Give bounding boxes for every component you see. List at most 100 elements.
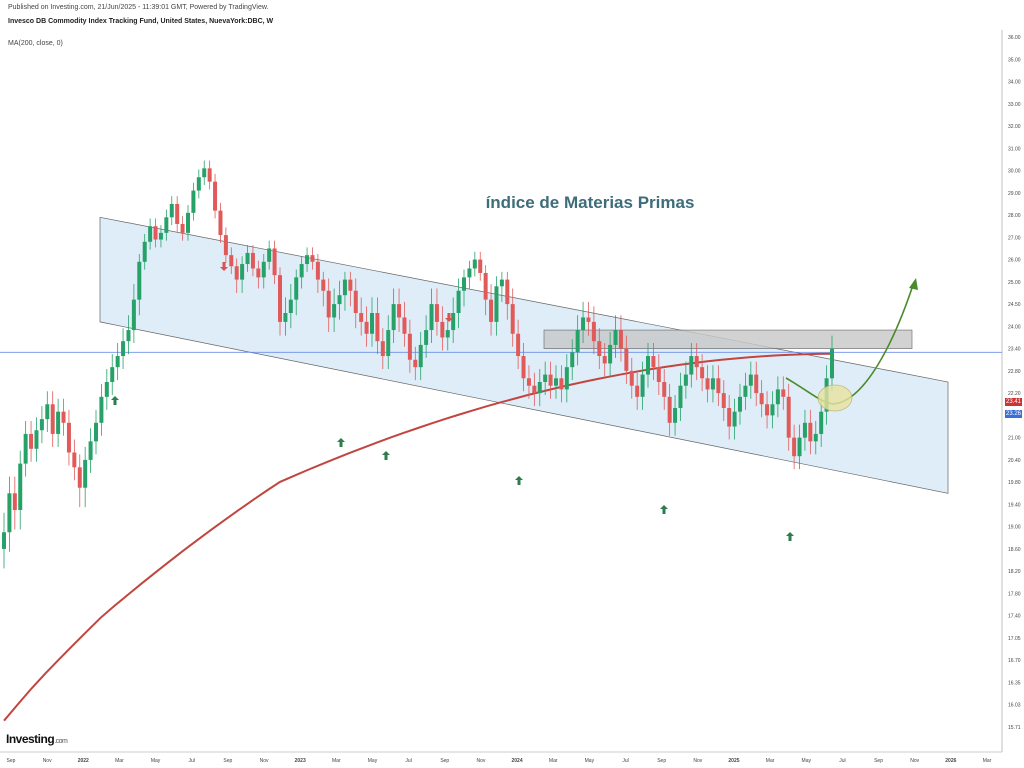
- x-tick-label: Sep: [657, 758, 666, 764]
- candle-body: [651, 356, 656, 368]
- descending-channel: [99, 216, 949, 494]
- candle-body: [223, 235, 228, 256]
- candle-body: [23, 433, 28, 464]
- candle-body: [386, 330, 391, 357]
- projection-arrowhead: [909, 278, 918, 290]
- candle-body: [397, 304, 402, 318]
- candle-body: [591, 321, 596, 342]
- candle-body: [202, 168, 207, 178]
- candle-body: [326, 290, 331, 318]
- y-tick-label: 16.35: [1008, 680, 1021, 686]
- candle-body: [94, 422, 98, 442]
- y-tick-label: 15.71: [1008, 725, 1021, 731]
- indicator-legend[interactable]: MA(200, close, 0): [8, 40, 63, 47]
- candle-body: [321, 279, 326, 291]
- candle-body: [597, 341, 602, 357]
- candle-body: [570, 352, 575, 368]
- y-tick-label: 32.00: [1008, 124, 1021, 130]
- candle-body: [472, 259, 477, 269]
- candle-body: [402, 317, 407, 334]
- candle-body: [126, 330, 131, 342]
- y-tick-label: 22.80: [1008, 369, 1021, 375]
- candle-body: [700, 367, 705, 379]
- candle-body: [710, 378, 715, 390]
- breakout-highlight: [817, 384, 853, 412]
- candle-body: [792, 437, 797, 457]
- candle-body: [575, 330, 580, 353]
- candle-body: [175, 203, 180, 224]
- candle-body: [781, 389, 786, 397]
- up-arrow-marker: [337, 438, 345, 447]
- candle-body: [294, 277, 299, 300]
- logo-brand: Investing: [6, 732, 55, 746]
- x-tick-label: Sep: [7, 758, 16, 764]
- y-tick-label: 16.03: [1008, 703, 1021, 709]
- x-tick-label: Nov: [260, 758, 269, 764]
- candle-body: [564, 367, 569, 390]
- y-tick-label: 30.00: [1008, 169, 1021, 175]
- candle-body: [478, 259, 483, 273]
- candle-body: [662, 382, 667, 397]
- candle-body: [732, 411, 737, 427]
- candle-body: [391, 304, 396, 331]
- candle-body: [164, 217, 169, 233]
- y-tick-label: 35.00: [1008, 57, 1021, 63]
- candle-body: [456, 290, 461, 313]
- candle-body: [88, 441, 93, 460]
- candle-body: [229, 255, 234, 267]
- candle-body: [629, 370, 634, 386]
- candle-body: [543, 374, 548, 382]
- candle-body: [640, 374, 645, 397]
- candle-body: [694, 356, 699, 368]
- candle-body: [77, 467, 82, 488]
- candle-body: [191, 190, 196, 213]
- y-tick-label: 17.05: [1008, 636, 1021, 642]
- candle-body: [180, 223, 185, 233]
- candle-body: [451, 313, 456, 331]
- candle-body: [2, 532, 6, 549]
- candle-body: [39, 419, 44, 431]
- x-tick-label: May: [368, 758, 378, 764]
- y-tick-label: 34.00: [1008, 80, 1021, 86]
- candle-body: [169, 203, 174, 218]
- candle-body: [716, 378, 721, 394]
- y-tick-label: 19.00: [1008, 525, 1021, 531]
- candle-body: [808, 422, 813, 442]
- y-tick-label: 28.00: [1008, 213, 1021, 219]
- x-tick-label: Jul: [189, 758, 195, 764]
- candle-body: [7, 493, 12, 533]
- x-tick-label: Mar: [115, 758, 124, 764]
- candle-body: [153, 226, 158, 240]
- y-tick-label: 21.00: [1008, 436, 1021, 442]
- y-tick-label: 19.80: [1008, 480, 1021, 486]
- up-arrow-marker: [111, 396, 119, 405]
- candle-body: [499, 279, 504, 287]
- candle-body: [673, 407, 678, 423]
- x-tick-label: 2025: [728, 758, 739, 764]
- x-tick-label: 2022: [78, 758, 89, 764]
- candle-body: [310, 255, 315, 262]
- candle-body: [207, 168, 212, 182]
- candle-body: [489, 299, 494, 322]
- candle-body: [581, 317, 586, 331]
- candle-body: [608, 344, 613, 364]
- price-axis: 15.71 16.03 16.35 16.70 17.05 17.40 17.80 18.20…: [1008, 35, 1021, 731]
- candle-body: [830, 348, 834, 379]
- candle-body: [407, 333, 412, 360]
- candle-body: [288, 299, 293, 313]
- candle-body: [299, 264, 304, 278]
- y-tick-label: 19.40: [1008, 502, 1021, 508]
- candle-body: [586, 317, 591, 322]
- candle-body: [305, 255, 310, 265]
- candle-body: [429, 304, 434, 331]
- time-axis: Sep Nov 2022 Mar May Jul Sep Nov 2023 Mar May Jul Se…: [7, 758, 992, 764]
- x-tick-label: Jul: [839, 758, 845, 764]
- candle-body: [315, 261, 320, 280]
- candle-body: [532, 385, 537, 394]
- candle-body: [646, 356, 650, 375]
- candle-body: [494, 286, 499, 322]
- candle-body: [418, 344, 423, 368]
- candle-body: [256, 268, 261, 278]
- candle-body: [337, 295, 342, 305]
